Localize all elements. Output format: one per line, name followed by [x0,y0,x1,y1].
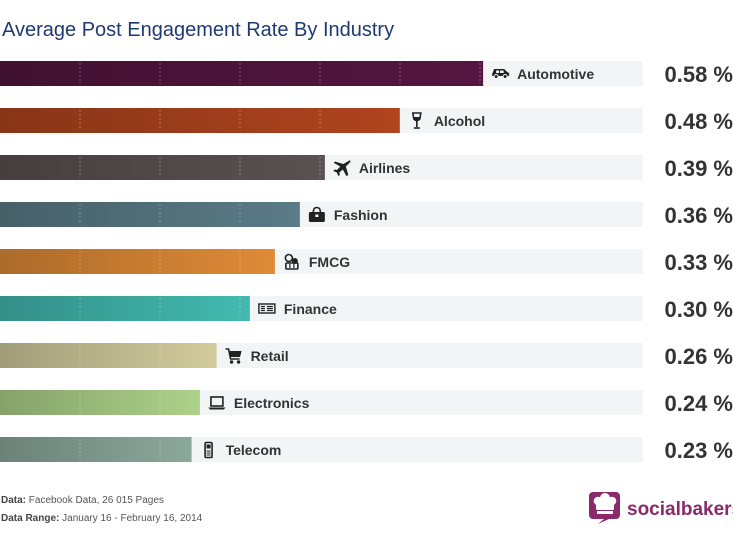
bar-alcohol [0,108,400,133]
airplane-icon [333,160,351,176]
category-label-telecom: Telecom [226,442,282,458]
wine-glass-icon [411,112,422,129]
shopping-cart-icon [225,348,242,364]
value-label-electronics: 0.24 % [665,391,733,416]
bar-telecom [0,437,192,462]
value-label-telecom: 0.23 % [665,438,733,463]
laptop-icon [208,396,226,410]
value-label-automotive: 0.58 % [665,62,733,87]
category-label-alcohol: Alcohol [434,113,485,129]
category-label-electronics: Electronics [234,395,310,411]
category-label-airlines: Airlines [359,160,411,176]
category-label-fashion: Fashion [334,207,388,223]
handbag-icon [308,206,325,222]
chart-title: Average Post Engagement Rate By Industry [2,19,394,41]
brand-name: socialbakers [627,499,733,520]
value-label-airlines: 0.39 % [665,156,733,181]
value-label-alcohol: 0.48 % [665,109,733,134]
bar-finance [0,296,250,321]
basket-icon [284,253,299,270]
data-source: Data: Facebook Data, 26 015 Pages [1,495,164,506]
chart-rows: Automotive 0.58 % Alcohol 0.48 % Airlines 0.3… [0,61,733,463]
data-range: Data Range: January 16 - February 16, 20… [1,513,203,524]
bar-automotive [0,61,484,86]
category-label-fmcg: FMCG [309,254,350,270]
category-label-automotive: Automotive [517,66,594,82]
value-label-finance: 0.30 % [665,297,733,322]
chef-hat-logo-icon [589,492,620,524]
category-label-retail: Retail [251,348,289,364]
socialbakers-logo: socialbakers [589,492,733,524]
bar-electronics [0,390,200,415]
value-label-fashion: 0.36 % [665,203,733,228]
mobile-phone-icon [204,441,213,459]
bar-airlines [0,155,325,180]
value-label-fmcg: 0.33 % [665,250,733,275]
banknotes-icon [258,303,276,314]
value-label-retail: 0.26 % [665,344,733,369]
bar-fashion [0,202,300,227]
category-label-finance: Finance [284,301,337,317]
bar-retail [0,343,217,368]
car-icon [492,69,510,79]
bar-fmcg [0,249,275,274]
